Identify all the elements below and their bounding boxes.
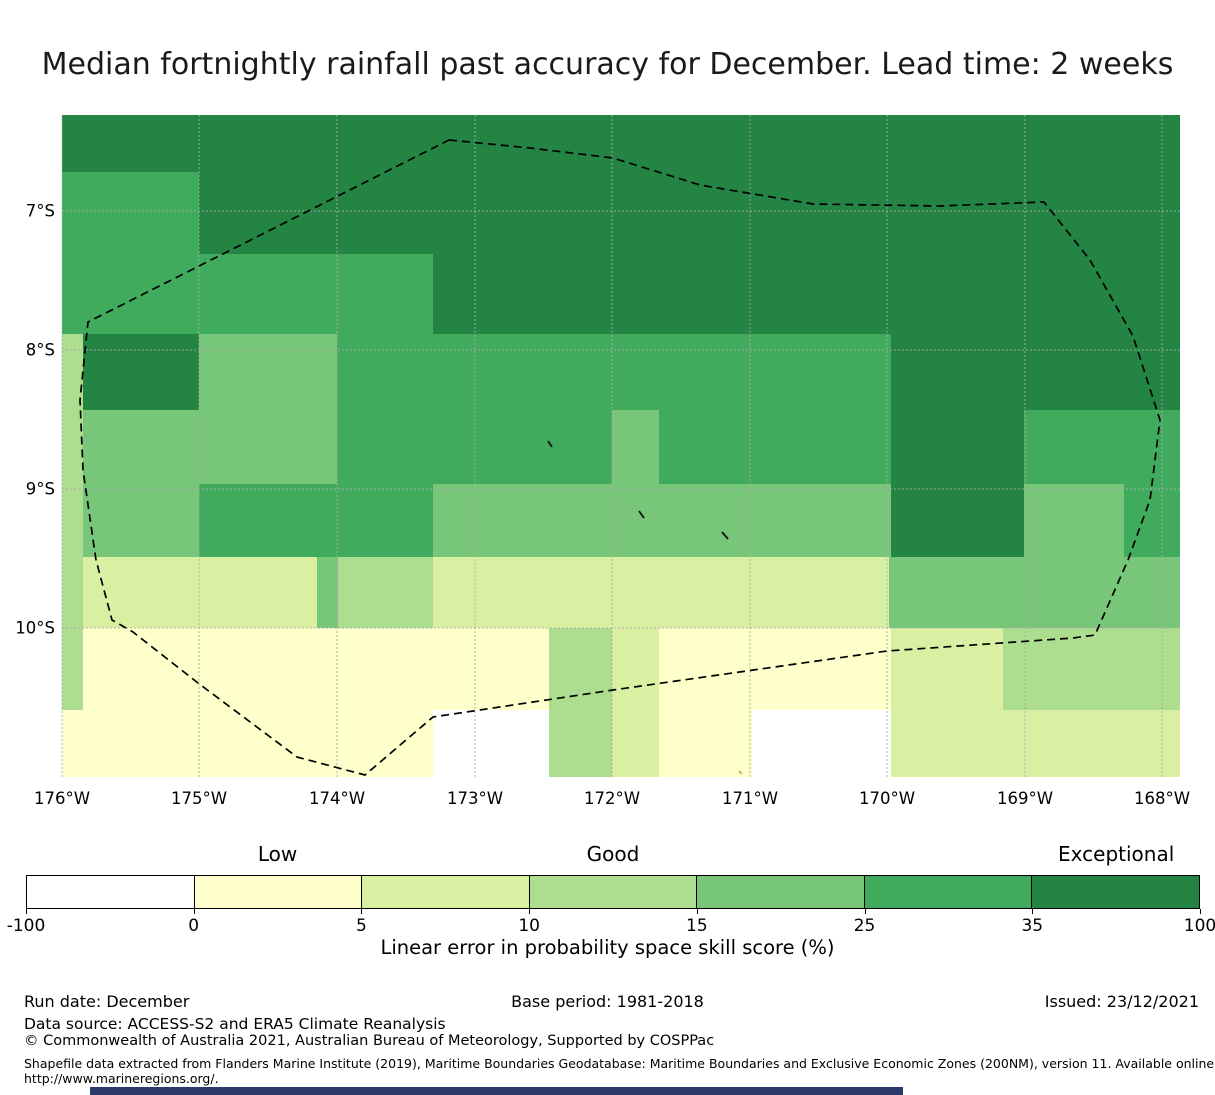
colorbar-caption: Linear error in probability space skill …: [380, 936, 835, 959]
island-mark: [721, 531, 729, 540]
colorbar-tick: [26, 909, 27, 914]
copyright-text: © Commonwealth of Australia 2021, Austra…: [24, 1033, 715, 1049]
colorbar-tick-label: 15: [686, 916, 708, 936]
grid-cell: [199, 484, 433, 557]
colorbar-tick: [361, 909, 363, 914]
grid-cell: [338, 557, 433, 628]
longitude-tick-label: 172°W: [583, 789, 641, 808]
grid-cell: [1024, 484, 1124, 557]
island-mark: [638, 510, 645, 519]
base-period-text: Base period: 1981-2018: [511, 992, 704, 1011]
grid-cell: [62, 172, 199, 254]
colorbar-tick-label: 5: [356, 916, 367, 936]
longitude-tick-label: 176°W: [33, 789, 91, 808]
longitude-tick-label: 168°W: [1133, 789, 1191, 808]
colorbar-segment: [696, 876, 864, 908]
grid-cell: [62, 334, 83, 410]
grid-cell: [752, 710, 891, 777]
grid-cell: [433, 254, 1180, 334]
colorbar-tick-label: -100: [6, 916, 46, 936]
grid-cell: [83, 557, 317, 628]
grid-cell: [549, 628, 612, 710]
latitude-tick-label: 7°S: [25, 201, 55, 221]
grid-cell: [62, 628, 83, 710]
island-mark: [547, 440, 553, 448]
skill-category-label: Low: [257, 842, 298, 866]
colorbar-tick: [864, 909, 866, 914]
grid-cell: [659, 628, 891, 710]
grid-cell: [317, 557, 338, 628]
grid-cell: [62, 710, 433, 777]
footer-brand-bar: [90, 1087, 903, 1095]
data-source-text: Data source: ACCESS-S2 and ERA5 Climate …: [24, 1015, 446, 1033]
run-date-text: Run date: December: [24, 992, 190, 1011]
grid-cell: [83, 484, 199, 557]
grid-cell: [891, 334, 1180, 410]
rainfall-accuracy-map: [61, 115, 1180, 777]
grid-cell: [62, 557, 83, 628]
shapefile-attribution-line1: Shapefile data extracted from Flanders M…: [24, 1056, 1215, 1071]
grid-cell: [433, 557, 889, 628]
colorbar-segment: [27, 876, 194, 908]
issued-date-text: Issued: 23/12/2021: [1044, 992, 1199, 1011]
latitude-tick-label: 8°S: [25, 340, 55, 360]
longitude-tick-label: 175°W: [170, 789, 228, 808]
colorbar-tick-label: 35: [1021, 916, 1044, 936]
grid-cell: [889, 557, 1180, 628]
grid-cell: [62, 115, 1180, 172]
grid-cell: [199, 334, 337, 410]
grid-cell: [199, 172, 1180, 254]
colorbar-tick: [696, 909, 698, 914]
grid-cell: [1003, 628, 1180, 710]
colorbar-segment: [193, 876, 362, 908]
longitude-tick-label: 173°W: [446, 789, 504, 808]
grid-cell: [659, 410, 891, 484]
island-mark: [738, 770, 743, 775]
latitude-tick-label: 10°S: [15, 618, 55, 638]
colorbar-tick-label: 0: [188, 916, 200, 936]
colorbar-segment: [1031, 876, 1200, 908]
grid-cell: [891, 628, 1003, 710]
colorbar-tick: [193, 909, 195, 914]
longitude-tick-label: 170°W: [858, 789, 916, 808]
grid-cell: [83, 334, 199, 410]
colorbar-tick-label: 100: [1183, 916, 1215, 936]
skill-category-label: Good: [586, 842, 640, 866]
colorbar-tick: [529, 909, 531, 914]
grid-cell: [612, 410, 659, 484]
grid-cell: [612, 710, 659, 777]
colorbar-tick-label: 10: [518, 916, 540, 936]
colorbar: [26, 875, 1200, 909]
grid-cell: [83, 628, 549, 710]
colorbar-segment: [361, 876, 529, 908]
grid-cell: [433, 710, 549, 777]
colorbar-tick: [1032, 909, 1034, 914]
grid-cell: [337, 334, 891, 410]
grid-cell: [891, 710, 1180, 777]
grid-cell: [433, 484, 891, 557]
grid-cell: [62, 410, 83, 484]
grid-cell: [891, 410, 1024, 484]
colorbar-segment: [528, 876, 697, 908]
longitude-tick-label: 169°W: [996, 789, 1054, 808]
colorbar-segment: [863, 876, 1032, 908]
colorbar-tick-label: 25: [853, 916, 876, 936]
grid-cell: [612, 628, 659, 710]
longitude-tick-label: 171°W: [721, 789, 779, 808]
grid-cell: [62, 254, 433, 334]
shapefile-attribution-url: http://www.marineregions.org/.: [24, 1071, 219, 1086]
longitude-tick-label: 174°W: [308, 789, 366, 808]
colorbar-tick: [1200, 909, 1201, 914]
skill-category-label: Exceptional: [1058, 842, 1175, 866]
grid-cell: [549, 710, 612, 777]
figure-title: Median fortnightly rainfall past accurac…: [41, 47, 1174, 82]
grid-cell: [62, 484, 83, 557]
grid-cell: [891, 484, 1024, 557]
latitude-tick-label: 9°S: [25, 479, 55, 499]
grid-cell: [659, 710, 752, 777]
grid-cell: [83, 410, 337, 484]
eez-boundary-line: [79, 139, 1161, 776]
